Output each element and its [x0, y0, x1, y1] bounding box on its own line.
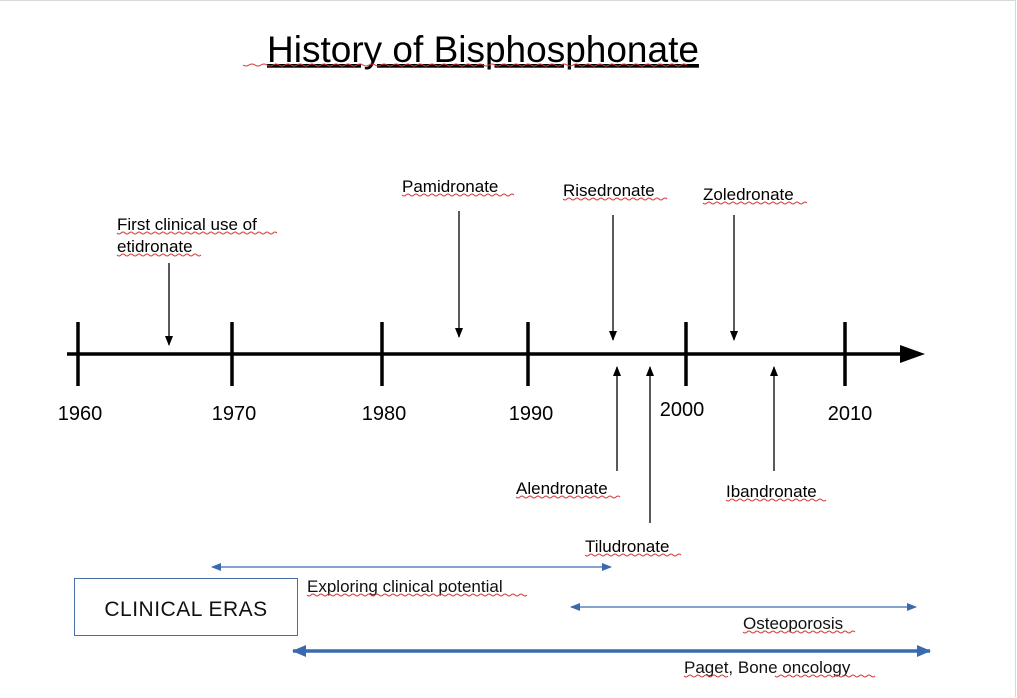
- osteoporosis-spellcheck-underline: [742, 630, 856, 634]
- clinical-eras-label: CLINICAL ERAS: [104, 598, 267, 621]
- pamidronate-spellcheck-underline: [401, 193, 515, 197]
- etidronate-spellcheck-underline: [116, 231, 278, 235]
- tiludronate-spellcheck-underline: [584, 553, 682, 557]
- year-label-2000: 2000: [660, 399, 705, 421]
- event-label-alendronate: Alendronate: [516, 479, 608, 498]
- alendronate-spellcheck-underline: [515, 495, 621, 499]
- event-label-etidronate-line2: etidronate: [117, 237, 193, 256]
- page-title: History of Bisphosphonate: [267, 29, 699, 70]
- event-label-ibandronate: Ibandronate: [726, 482, 817, 501]
- exploring-spellcheck-underline: [306, 593, 528, 597]
- year-label-1980: 1980: [362, 403, 407, 425]
- etidronate-spellcheck-underline-2: [116, 253, 202, 257]
- era-label-exploring: Exploring clinical potential: [307, 577, 503, 596]
- event-label-zoledronate: Zoledronate: [703, 185, 794, 204]
- year-label-1960: 1960: [58, 403, 103, 425]
- paget-spellcheck-underline: [683, 674, 729, 678]
- risedronate-spellcheck-underline: [562, 197, 668, 201]
- era-label-paget: Paget, Bone oncology: [684, 658, 851, 677]
- oncology-spellcheck-underline: [774, 674, 876, 678]
- timeline-axis-arrowhead: [900, 345, 925, 363]
- event-label-tiludronate: Tiludronate: [585, 537, 669, 556]
- event-label-pamidronate: Pamidronate: [402, 177, 498, 196]
- ibandronate-spellcheck-underline: [725, 498, 827, 502]
- era-label-osteoporosis: Osteoporosis: [743, 614, 843, 633]
- zoledronate-spellcheck-underline: [702, 201, 808, 205]
- year-label-1990: 1990: [509, 403, 554, 425]
- year-label-2010: 2010: [828, 403, 873, 425]
- event-label-risedronate: Risedronate: [563, 181, 655, 200]
- year-label-1970: 1970: [212, 403, 257, 425]
- clinical-eras-box: [74, 578, 298, 636]
- title-spellcheck-underline: [242, 63, 688, 67]
- event-label-etidronate-line1: First clinical use of: [117, 215, 257, 234]
